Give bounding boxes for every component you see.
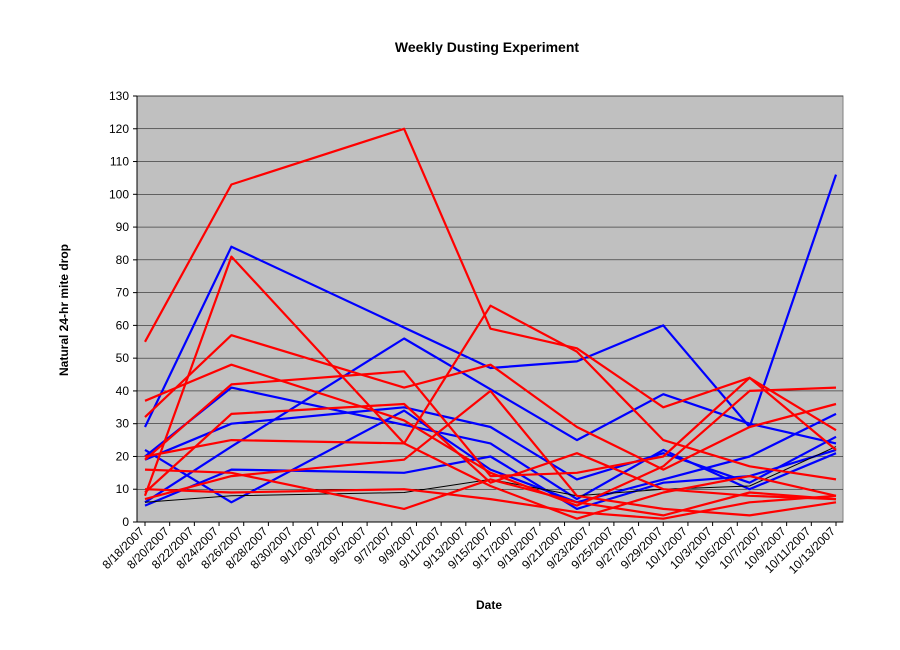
- y-tick-label: 60: [116, 318, 130, 332]
- series-line: [144, 386, 837, 501]
- chart-title: Weekly Dusting Experiment: [395, 39, 579, 55]
- series-line: [144, 468, 837, 517]
- y-tick-label: 20: [116, 449, 130, 463]
- y-tick-label: 110: [110, 155, 129, 169]
- series-line: [144, 334, 837, 471]
- series-line: [144, 446, 837, 503]
- y-tick-label: 0: [122, 515, 129, 529]
- series-line: [144, 439, 837, 520]
- y-tick-label: 30: [116, 417, 130, 431]
- plot-area: 01020304050607080901001101201308/18/2007…: [99, 89, 844, 577]
- y-tick-label: 90: [116, 220, 130, 234]
- series-line: [143, 255, 837, 497]
- y-tick-label: 80: [116, 253, 130, 267]
- series-line: [144, 389, 837, 517]
- plot-background: [136, 95, 844, 523]
- series-line: [144, 127, 837, 451]
- series-line: [144, 370, 837, 478]
- series-line: [144, 337, 837, 504]
- series-line: [144, 402, 837, 501]
- series-line: [144, 363, 837, 507]
- series-line: [144, 488, 837, 520]
- y-axis-label: Natural 24-hr mite drop: [57, 244, 71, 376]
- y-tick-label: 100: [109, 187, 129, 201]
- y-tick-label: 50: [116, 351, 130, 365]
- y-tick-label: 70: [116, 286, 130, 300]
- y-tick-label: 120: [109, 122, 129, 136]
- series-line: [144, 448, 837, 510]
- y-tick-label: 40: [116, 384, 130, 398]
- y-tick-label: 10: [116, 482, 130, 496]
- y-tick-label: 130: [109, 89, 129, 103]
- series-line: [144, 409, 837, 504]
- x-axis-label: Date: [476, 598, 502, 612]
